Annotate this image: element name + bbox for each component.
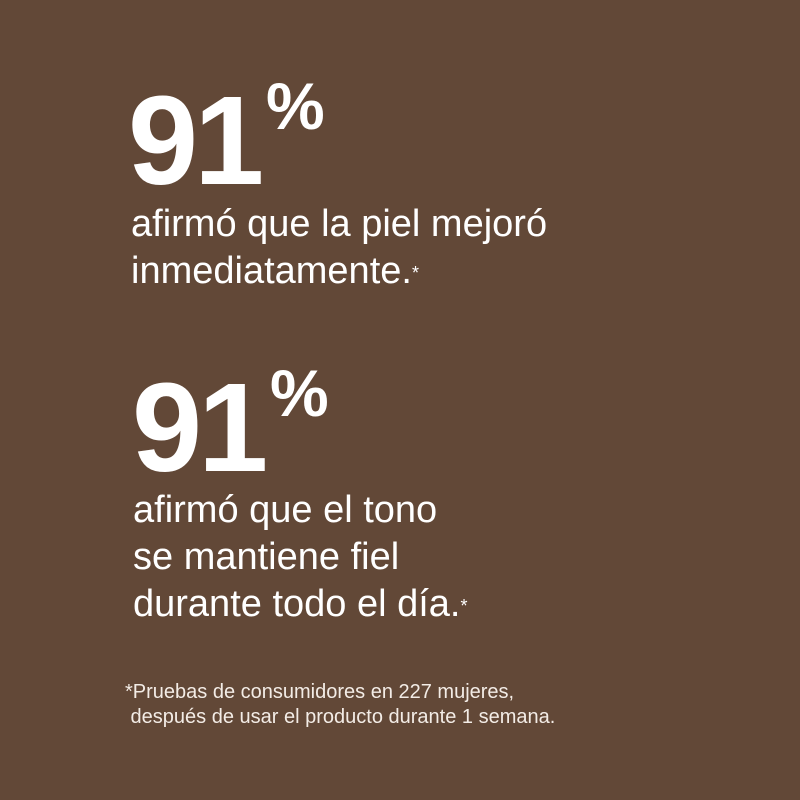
stat-2-description: afirmó que el tono se mantiene fiel dura… <box>133 487 468 628</box>
stat-2-line: se mantiene fiel <box>133 536 400 578</box>
footnote: *Pruebas de consumidores en 227 mujeres,… <box>125 681 556 728</box>
stat-2-number: 91 <box>132 357 268 498</box>
stat-1-percent: % <box>266 69 325 143</box>
stat-1-number: 91 <box>128 70 264 211</box>
stat-2-line: afirmó que el tono <box>133 489 438 531</box>
stat-2-percent: % <box>270 356 329 430</box>
stat-1-line: inmediatamente.* <box>131 250 419 292</box>
stat-1-description: afirmó que la piel mejoró inmediatamente… <box>131 201 547 295</box>
stat-1-value: 91 % <box>128 69 325 211</box>
stat-2-line: durante todo el día.* <box>133 583 468 625</box>
stat-2-value: 91 % <box>132 356 329 498</box>
stat-1-line: afirmó que la piel mejoró <box>131 203 548 245</box>
